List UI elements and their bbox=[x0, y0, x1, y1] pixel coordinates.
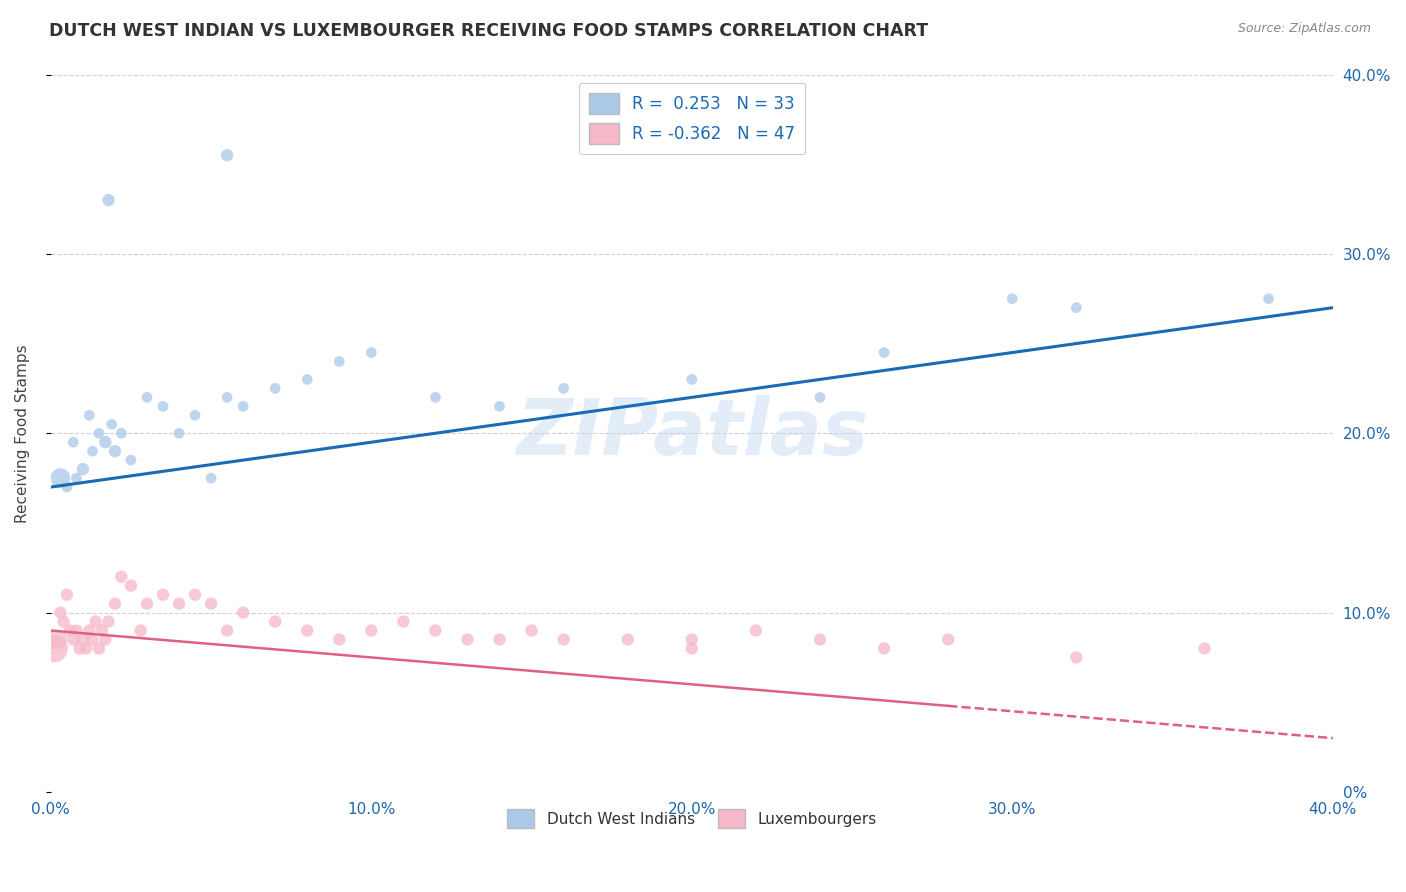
Point bbox=[553, 632, 575, 647]
Point bbox=[488, 632, 510, 647]
Point bbox=[873, 641, 896, 656]
Text: ZIPatlas: ZIPatlas bbox=[516, 395, 868, 471]
Point bbox=[91, 624, 114, 638]
Point bbox=[59, 624, 82, 638]
Legend: Dutch West Indians, Luxembourgers: Dutch West Indians, Luxembourgers bbox=[501, 803, 883, 835]
Point bbox=[84, 615, 107, 629]
Point bbox=[200, 597, 222, 611]
Point bbox=[79, 409, 101, 423]
Point bbox=[87, 426, 110, 441]
Point bbox=[82, 444, 104, 458]
Point bbox=[184, 409, 207, 423]
Point bbox=[97, 615, 120, 629]
Point bbox=[873, 345, 896, 359]
Point bbox=[120, 579, 142, 593]
Point bbox=[328, 632, 350, 647]
Point bbox=[167, 597, 190, 611]
Point bbox=[520, 624, 543, 638]
Point bbox=[42, 641, 65, 656]
Point bbox=[360, 345, 382, 359]
Text: Source: ZipAtlas.com: Source: ZipAtlas.com bbox=[1237, 22, 1371, 36]
Point bbox=[1001, 292, 1024, 306]
Point bbox=[136, 597, 159, 611]
Point bbox=[297, 624, 319, 638]
Point bbox=[75, 641, 97, 656]
Point bbox=[425, 390, 447, 404]
Point bbox=[62, 435, 84, 450]
Point bbox=[808, 632, 831, 647]
Point bbox=[808, 390, 831, 404]
Point bbox=[681, 641, 703, 656]
Point bbox=[129, 624, 152, 638]
Point bbox=[681, 372, 703, 386]
Point bbox=[1257, 292, 1279, 306]
Point bbox=[65, 624, 87, 638]
Point bbox=[1194, 641, 1216, 656]
Point bbox=[1066, 301, 1088, 315]
Point bbox=[456, 632, 478, 647]
Point bbox=[104, 597, 127, 611]
Point bbox=[232, 606, 254, 620]
Point bbox=[87, 641, 110, 656]
Point bbox=[97, 193, 120, 207]
Point bbox=[167, 426, 190, 441]
Point bbox=[79, 624, 101, 638]
Point bbox=[120, 453, 142, 467]
Point bbox=[94, 435, 117, 450]
Point bbox=[152, 400, 174, 414]
Point bbox=[72, 632, 94, 647]
Point bbox=[110, 570, 132, 584]
Point bbox=[62, 632, 84, 647]
Text: DUTCH WEST INDIAN VS LUXEMBOURGER RECEIVING FOOD STAMPS CORRELATION CHART: DUTCH WEST INDIAN VS LUXEMBOURGER RECEIV… bbox=[49, 22, 928, 40]
Point bbox=[616, 632, 638, 647]
Point bbox=[100, 417, 122, 432]
Point bbox=[217, 624, 239, 638]
Point bbox=[328, 354, 350, 368]
Point bbox=[65, 471, 87, 485]
Point bbox=[745, 624, 768, 638]
Point bbox=[49, 606, 72, 620]
Point bbox=[82, 632, 104, 647]
Point bbox=[184, 588, 207, 602]
Point bbox=[264, 381, 287, 395]
Point bbox=[52, 615, 75, 629]
Point bbox=[110, 426, 132, 441]
Point bbox=[200, 471, 222, 485]
Point bbox=[49, 471, 72, 485]
Point bbox=[56, 480, 79, 494]
Point bbox=[681, 632, 703, 647]
Point bbox=[1066, 650, 1088, 665]
Y-axis label: Receiving Food Stamps: Receiving Food Stamps bbox=[15, 344, 30, 523]
Point bbox=[72, 462, 94, 476]
Point bbox=[94, 632, 117, 647]
Point bbox=[217, 148, 239, 162]
Point bbox=[264, 615, 287, 629]
Point bbox=[392, 615, 415, 629]
Point bbox=[136, 390, 159, 404]
Point bbox=[69, 641, 91, 656]
Point bbox=[46, 632, 69, 647]
Point bbox=[104, 444, 127, 458]
Point bbox=[936, 632, 959, 647]
Point bbox=[217, 390, 239, 404]
Point bbox=[56, 588, 79, 602]
Point bbox=[152, 588, 174, 602]
Point bbox=[425, 624, 447, 638]
Point bbox=[360, 624, 382, 638]
Point bbox=[297, 372, 319, 386]
Point bbox=[488, 400, 510, 414]
Point bbox=[232, 400, 254, 414]
Point bbox=[553, 381, 575, 395]
